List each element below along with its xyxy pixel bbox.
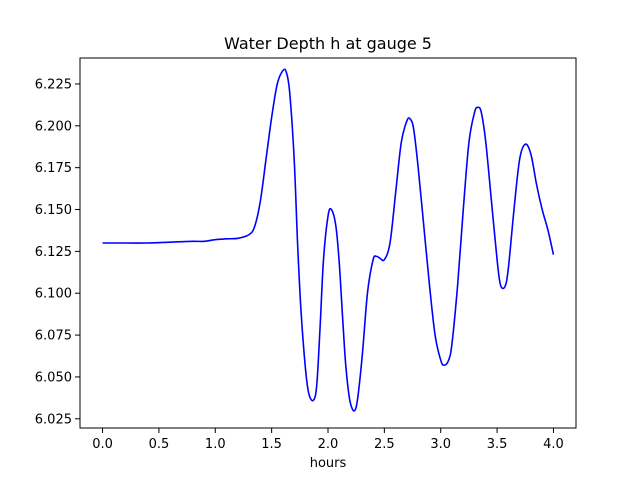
series-line-0 <box>102 68 555 412</box>
y-tick-label: 6.150 <box>35 203 72 218</box>
x-tick-label: 0.5 <box>149 437 170 452</box>
x-tick-label: 3.0 <box>430 437 451 452</box>
x-tick-label: 2.5 <box>374 437 395 452</box>
x-tick-label: 2.0 <box>318 437 339 452</box>
chart-title: Water Depth h at gauge 5 <box>224 34 432 53</box>
ticks-layer: 0.0 0.5 1.0 1.5 2.0 2.5 3.0 3.5 4.0 6.025 6.050 6.0… <box>35 77 564 452</box>
x-tick-label: 4.0 <box>543 437 564 452</box>
y-tick-label: 6.225 <box>35 77 72 92</box>
y-tick-label: 6.200 <box>35 119 72 134</box>
y-tick-label: 6.025 <box>35 412 72 427</box>
x-tick-label: 3.5 <box>487 437 508 452</box>
x-tick-label: 0.0 <box>92 437 113 452</box>
x-axis-label: hours <box>310 456 347 471</box>
y-tick-label: 6.175 <box>35 161 72 176</box>
y-tick-label: 6.050 <box>35 370 72 385</box>
y-tick-label: 6.100 <box>35 287 72 302</box>
y-tick-label: 6.075 <box>35 329 72 344</box>
plot-frame <box>79 57 577 429</box>
x-tick-label: 1.5 <box>261 437 282 452</box>
x-tick-label: 1.0 <box>205 437 226 452</box>
series-layer <box>102 68 555 412</box>
y-tick-label: 6.125 <box>35 245 72 260</box>
